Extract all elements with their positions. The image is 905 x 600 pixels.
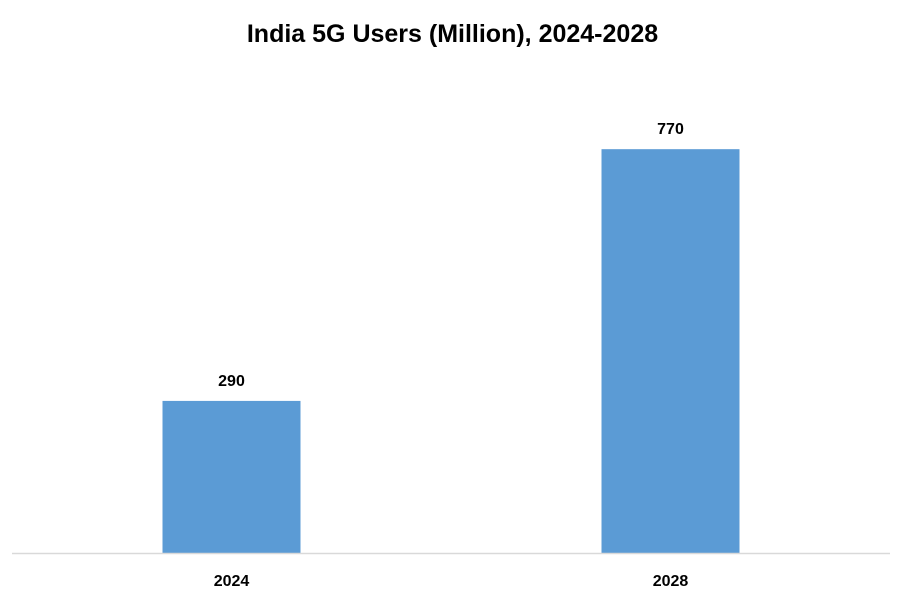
chart-title: India 5G Users (Million), 2024-2028: [246, 20, 659, 48]
data-label-2024: 290: [218, 373, 245, 390]
x-tick-label-2024: 2024: [214, 573, 250, 590]
bar-2024: [162, 400, 301, 553]
data-label-2028: 770: [657, 121, 684, 138]
bar-2028: [601, 149, 740, 553]
x-tick-label-2028: 2028: [653, 573, 689, 590]
